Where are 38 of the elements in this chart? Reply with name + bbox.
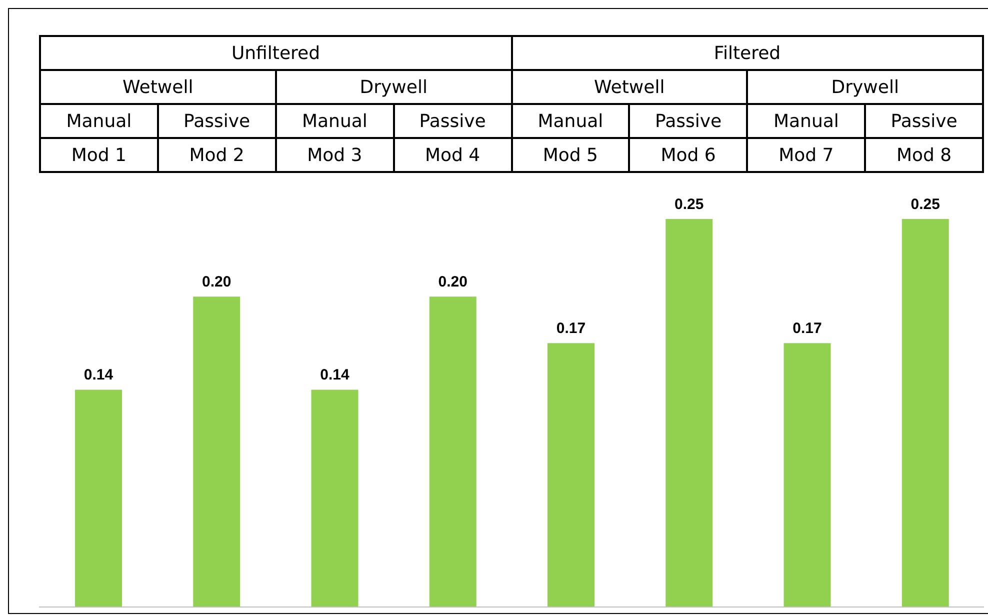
bar (193, 296, 240, 607)
bar (75, 390, 122, 607)
text: Unfiltered (40, 36, 512, 70)
bar (311, 390, 358, 607)
text: Wetwell (512, 70, 748, 104)
text: Manual (276, 104, 394, 138)
bar (902, 219, 949, 607)
text: Manual (512, 104, 630, 138)
data-label: 0.25 (674, 196, 704, 213)
bar (548, 343, 594, 607)
data-label: 0.20 (438, 274, 468, 291)
bar (666, 219, 713, 607)
data-label: 0.17 (792, 320, 822, 338)
text: Manual (40, 104, 158, 138)
x-tick-label: Mod 3 (276, 138, 394, 172)
text: Drywell (747, 70, 983, 104)
data-label: 0.25 (910, 196, 940, 213)
text: Passive (394, 104, 512, 138)
text: Manual (747, 104, 866, 138)
bar (784, 343, 831, 607)
bar (429, 296, 476, 607)
x-tick-label: Mod 1 (40, 138, 158, 172)
x-tick-label: Mod 8 (865, 138, 983, 172)
x-tick-label: Mod 5 (512, 138, 630, 172)
data-label: 0.14 (84, 366, 114, 384)
x-tick-label: Mod 2 (158, 138, 276, 172)
data-label: 0.20 (202, 274, 232, 291)
text: Drywell (276, 70, 512, 104)
text: Passive (865, 104, 983, 138)
x-tick-label: Mod 7 (747, 138, 866, 172)
data-label: 0.17 (556, 320, 586, 338)
x-tick-label: Mod 6 (629, 138, 748, 172)
data-label: 0.14 (320, 366, 350, 384)
text: Passive (629, 104, 748, 138)
text: Wetwell (40, 70, 276, 104)
text: Passive (158, 104, 276, 138)
x-tick-label: Mod 4 (394, 138, 512, 172)
text: Filtered (512, 36, 983, 70)
